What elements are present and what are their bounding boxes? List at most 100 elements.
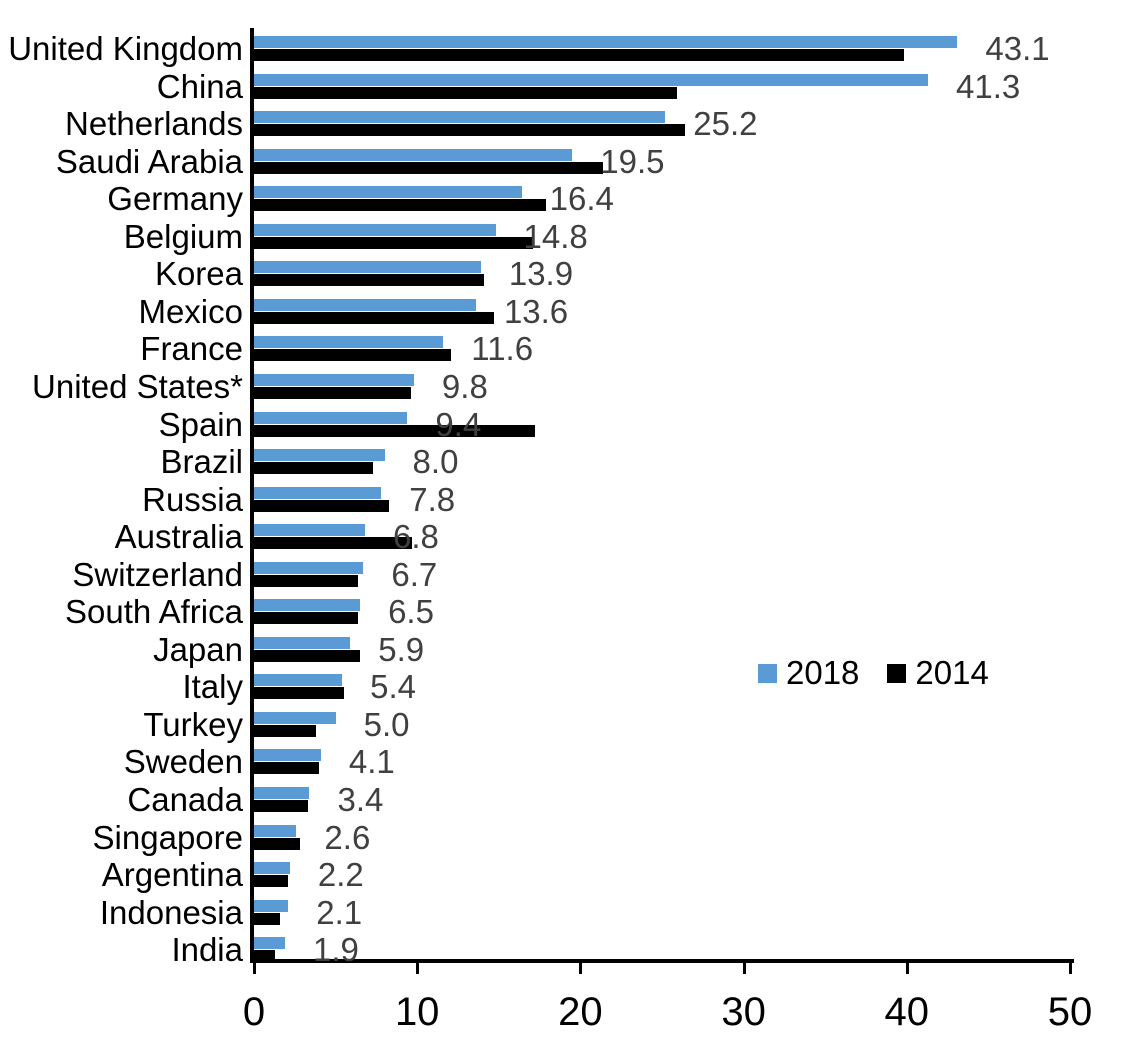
value-label: 9.8 (441, 367, 488, 405)
bar-2018 (254, 749, 321, 762)
category-label: Spain (158, 405, 243, 443)
category-label: Argentina (101, 856, 243, 894)
bar-2014 (254, 649, 361, 662)
x-axis-tick-mark (905, 961, 909, 974)
bar-2018 (254, 636, 351, 649)
bar-2018 (254, 36, 958, 48)
bar-2014 (254, 199, 547, 212)
value-label: 16.4 (549, 180, 614, 218)
bar-2014 (254, 86, 677, 99)
category-label: Netherlands (65, 105, 243, 143)
value-label: 43.1 (985, 30, 1050, 67)
bar-2014 (254, 161, 604, 174)
x-axis-tick-mark (416, 961, 420, 974)
bar-2018 (254, 336, 444, 349)
category-label: Japan (153, 630, 243, 668)
value-label: 5.4 (370, 668, 416, 706)
value-label: 3.4 (337, 781, 384, 818)
category-label: Australia (114, 518, 243, 556)
legend-label-2018: 2018 (786, 654, 860, 691)
legend-item-2014: 2014 (887, 654, 989, 691)
value-label: 19.5 (600, 142, 665, 180)
value-label: 13.6 (503, 292, 569, 330)
x-axis-tick-label: 50 (1047, 990, 1093, 1034)
bar-2014 (254, 124, 685, 137)
x-axis-tick-label: 10 (394, 990, 440, 1034)
value-label: 2.6 (324, 818, 371, 856)
category-label: Singapore (92, 818, 243, 856)
value-label: 9.4 (435, 405, 482, 443)
bar-2014 (254, 537, 413, 550)
bar-2014 (254, 462, 374, 475)
bar-2014 (254, 499, 390, 512)
bar-2018 (254, 73, 929, 86)
value-label: 6.5 (388, 593, 434, 631)
value-label: 1.9 (313, 931, 359, 969)
category-label: Korea (154, 255, 243, 293)
bar-2014 (254, 837, 300, 850)
bar-2018 (254, 937, 285, 950)
category-label: United States* (32, 367, 243, 405)
legend-label-2014: 2014 (915, 654, 989, 691)
category-label: Mexico (138, 292, 243, 330)
x-axis-tick-label: 40 (884, 990, 930, 1034)
bar-2018 (254, 411, 408, 424)
category-label: China (156, 67, 243, 105)
category-label: France (140, 330, 243, 368)
category-label: Italy (182, 668, 243, 706)
bar-2014 (254, 612, 359, 625)
bar-2014 (254, 424, 535, 437)
category-label: Sweden (123, 743, 243, 781)
category-label: Saudi Arabia (55, 142, 243, 180)
category-label: South Africa (65, 593, 243, 631)
category-label: United Kingdom (8, 30, 243, 67)
bar-2018 (254, 486, 382, 499)
bar-2018 (254, 148, 573, 161)
category-label: India (171, 931, 243, 969)
value-label: 2.1 (316, 893, 363, 931)
value-label: 5.0 (363, 705, 410, 743)
value-label: 14.8 (523, 217, 588, 255)
legend-swatch-2014 (887, 663, 907, 683)
bar-2014 (254, 49, 904, 61)
bar-2014 (254, 724, 317, 737)
bar-2018 (254, 711, 336, 724)
legend: 2018 2014 (758, 655, 989, 691)
value-label: 8.0 (412, 443, 459, 481)
bar-2018 (254, 223, 496, 236)
bar-2018 (254, 787, 310, 799)
category-label: Turkey (143, 705, 243, 743)
bar-2018 (254, 561, 364, 574)
x-axis-line (250, 959, 1074, 963)
bar-2014 (254, 236, 534, 249)
x-axis-tick-mark (1069, 961, 1072, 974)
bar-2018 (254, 899, 289, 912)
category-label: Brazil (160, 443, 243, 481)
value-label: 7.8 (409, 480, 456, 518)
bar-2018 (254, 862, 290, 875)
bar-2018 (254, 449, 385, 462)
x-axis-tick-label: 0 (242, 990, 266, 1034)
value-label: 13.9 (508, 255, 574, 293)
bar-2018 (254, 824, 297, 837)
bar-2018 (254, 186, 522, 199)
bar-2018 (254, 261, 481, 274)
bar-2018 (254, 373, 414, 386)
value-label: 6.7 (391, 555, 438, 593)
bar-2018 (254, 298, 476, 311)
bar-2014 (254, 349, 452, 362)
bar-2018 (254, 524, 365, 537)
x-axis-tick-label: 30 (721, 990, 766, 1034)
bar-2014 (254, 386, 411, 399)
category-label: Switzerland (72, 555, 243, 593)
value-label: 11.6 (471, 330, 534, 368)
value-label: 4.1 (348, 743, 395, 781)
value-label: 6.8 (392, 518, 439, 556)
bar-2018 (254, 674, 343, 687)
value-label: 41.3 (956, 67, 1021, 105)
x-axis-tick-mark (253, 961, 256, 974)
legend-item-2018: 2018 (758, 655, 859, 691)
bar-2014 (254, 800, 308, 812)
category-label: Indonesia (99, 893, 243, 931)
